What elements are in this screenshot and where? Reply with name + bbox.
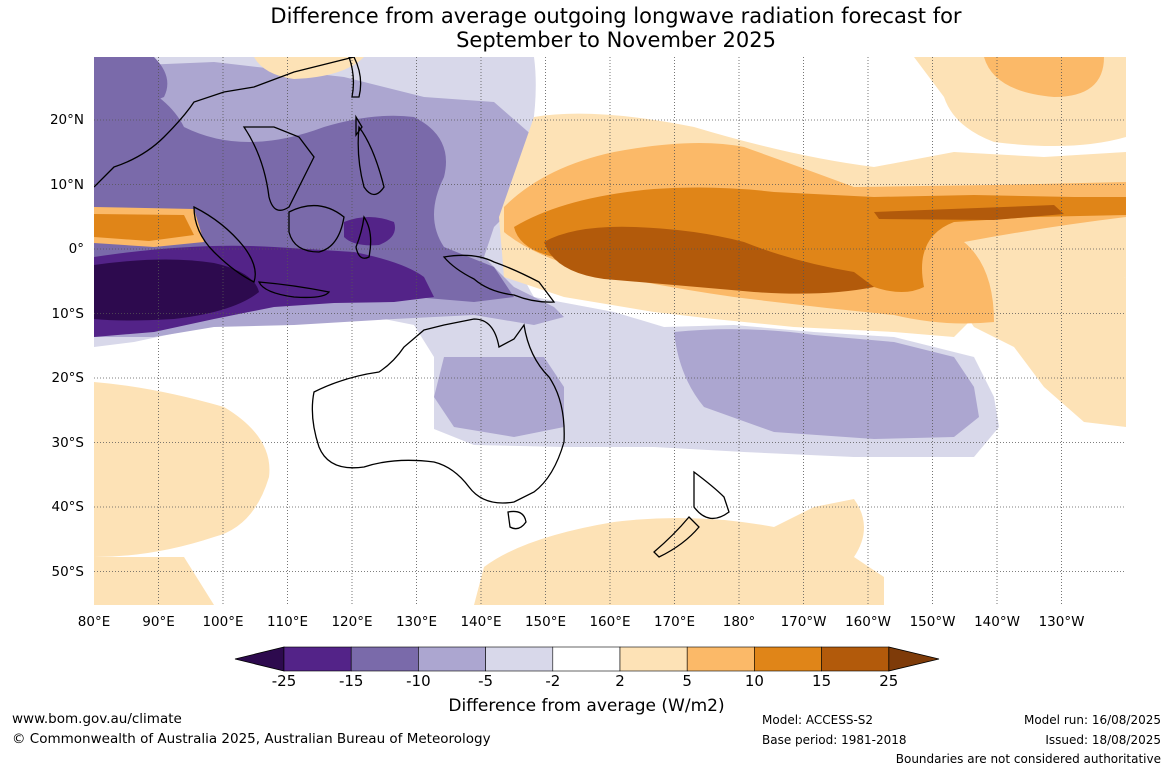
longitude-label: 130°W	[1038, 614, 1085, 630]
issued-date: Issued: 18/08/2025	[1045, 733, 1161, 747]
colorbar-segment	[619, 646, 688, 672]
latitude-label: 20°S	[51, 370, 85, 386]
latitude-label: 30°S	[51, 434, 85, 451]
colorbar-segment	[686, 646, 755, 672]
longitude-label: 80°E	[77, 614, 111, 630]
anomaly-strong-positive-indian	[94, 214, 194, 241]
colorbar-extend-high	[888, 646, 940, 672]
australia-coastline	[311, 318, 565, 504]
asia-mainland-coastline	[94, 57, 355, 211]
olr-anomaly-map	[94, 57, 1126, 605]
new-zealand-north-coastline	[693, 470, 730, 519]
java-coastline	[257, 281, 331, 299]
model-run-date: Model run: 16/08/2025	[1023, 713, 1161, 727]
anomaly-strong-negative-nw	[94, 57, 168, 117]
colorbar-tick-label: 10	[744, 672, 764, 690]
tasmania-coastline	[507, 510, 527, 530]
colorbar-extend-low	[234, 646, 285, 672]
colorbar-segment	[418, 646, 486, 672]
sumatra-coastline	[193, 205, 256, 283]
anomaly-very-strong-positive-band	[874, 205, 1064, 220]
colorbar-tick-label: 2	[615, 672, 625, 690]
philippines-coastline	[357, 125, 385, 196]
latitude-label: 10°N	[49, 176, 84, 193]
map-layers	[94, 57, 1126, 605]
longitude-label: 160°W	[845, 614, 891, 630]
longitude-label: 130°E	[395, 614, 438, 630]
coastlines	[94, 57, 730, 558]
longitude-label: 170°W	[780, 614, 827, 630]
longitude-label: 140°E	[460, 614, 502, 630]
longitude-label: 150°E	[524, 614, 567, 630]
longitude-label: 170°E	[653, 614, 696, 630]
colorbar-tick-label: -15	[338, 672, 364, 690]
colorbar-segment	[350, 646, 419, 672]
anomaly-weak-positive-east-band	[954, 277, 1126, 427]
latitude-label: 40°S	[51, 499, 85, 515]
anomaly-weak-positive-indian-ocean	[94, 382, 270, 557]
anomaly-moderate-negative-pacific	[674, 329, 979, 439]
copyright-notice: © Commonwealth of Australia 2025, Austra…	[12, 731, 491, 747]
longitude-label: 120°E	[331, 614, 373, 630]
colorbar-segment	[754, 646, 822, 672]
boundaries-disclaimer: Boundaries are not considered authoritat…	[895, 752, 1161, 766]
colorbar-segment	[821, 646, 890, 672]
colorbar-tick-label: 15	[812, 672, 832, 690]
new-guinea-coastline	[442, 254, 556, 303]
longitude-label: 110°E	[266, 614, 309, 630]
latitude-label: 0°	[68, 241, 84, 257]
colorbar-tick-label: -25	[271, 672, 297, 690]
title-line-1: Difference from average outgoing longwav…	[270, 4, 962, 28]
longitude-label: 90°E	[142, 614, 175, 630]
taiwan-coastline	[355, 114, 363, 137]
colorbar-tick-label: 5	[682, 672, 692, 690]
colorbar-tick-label: 25	[879, 672, 899, 690]
colorbar-segment	[283, 646, 352, 672]
title-line-2: September to November 2025	[456, 28, 776, 52]
latitude-label: 50°S	[51, 563, 85, 580]
colorbar-label: Difference from average (W/m2)	[448, 696, 725, 716]
colorbar-segment	[485, 646, 554, 672]
longitude-label: 140°W	[974, 614, 1020, 630]
graticule	[94, 57, 1126, 605]
base-period: Base period: 1981-2018	[762, 733, 907, 747]
anomaly-weak-positive-south-indian	[94, 557, 214, 605]
anomaly-moderate-negative-australia	[434, 357, 564, 437]
website-link[interactable]: www.bom.gov.au/climate	[12, 711, 182, 727]
anomaly-moderate-positive-ne	[984, 57, 1104, 97]
borneo-coastline	[288, 205, 345, 253]
colorbar-segment	[552, 646, 621, 672]
colorbar-tick-label: -2	[545, 672, 561, 690]
anomaly-very-strong-positive-region	[544, 226, 874, 294]
longitude-label: 160°E	[589, 614, 631, 630]
longitude-label: 180°	[722, 614, 756, 630]
anomaly-extreme-negative-region	[94, 259, 259, 321]
colorbar-tick-label: -5	[478, 672, 494, 690]
sulawesi-coastline	[355, 215, 372, 259]
colorbar	[234, 646, 940, 672]
new-zealand-south-coastline	[653, 516, 700, 558]
japan-coastline	[348, 57, 362, 98]
model-name: Model: ACCESS-S2	[762, 713, 874, 727]
longitude-label: 100°E	[202, 614, 244, 630]
anomaly-weak-positive-south-pacific	[474, 499, 884, 605]
map-title: Difference from average outgoing longwav…	[0, 4, 1173, 52]
latitude-label: 20°N	[49, 112, 84, 128]
colorbar-tick-label: -10	[406, 672, 431, 690]
latitude-label: 10°S	[51, 305, 85, 322]
longitude-label: 150°W	[909, 614, 956, 630]
